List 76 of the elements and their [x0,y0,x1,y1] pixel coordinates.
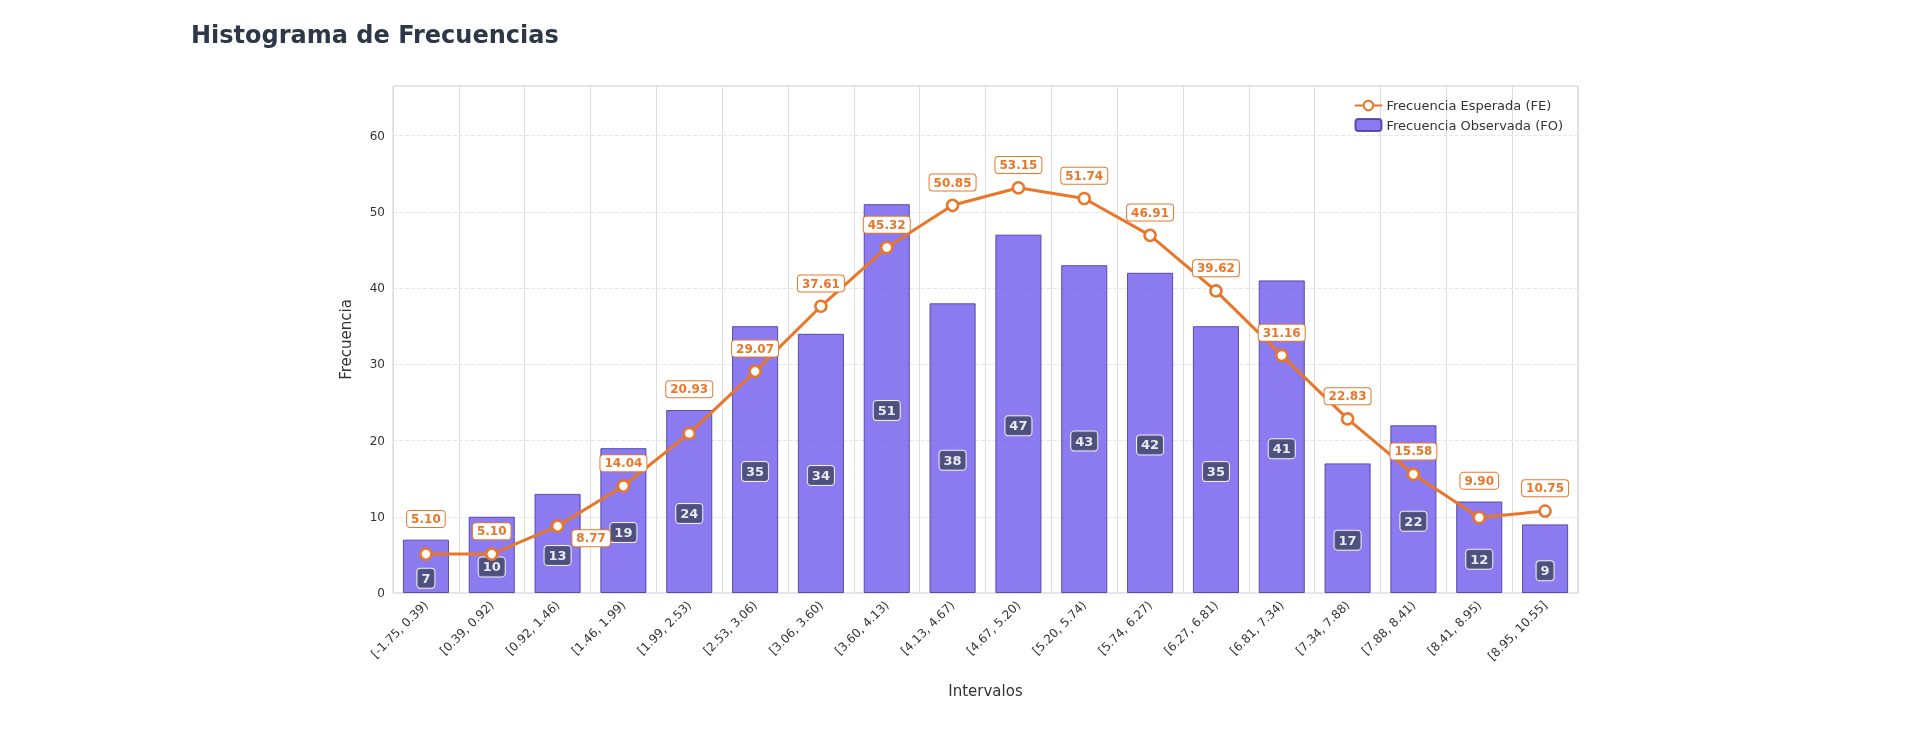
data-label: 51.74 [1065,168,1104,183]
data-label: 37.61 [801,276,840,291]
y-tick-label: 60 [369,128,385,143]
data-label: 42 [1141,437,1160,453]
data-label: 22 [1404,513,1423,529]
point [682,426,696,441]
point [1472,510,1486,525]
point [814,299,828,314]
y-tick-label: 10 [369,509,385,524]
bar [929,303,976,593]
data-label: 10 [482,559,501,575]
point [945,198,960,213]
data-label: 24 [680,506,699,522]
bar [1258,280,1305,593]
data-label: 47 [1009,418,1028,434]
data-label: 41 [1272,441,1291,457]
bar [1324,463,1371,593]
point [550,519,565,533]
data-label: 53.15 [999,158,1038,173]
data-label: 13 [548,547,567,563]
data-label: 8.77 [576,531,606,546]
data-label: 7 [421,570,431,586]
y-tick-label: 0 [377,586,385,600]
point [1275,348,1289,363]
data-label: 5.10 [411,511,441,526]
y-tick-label: 50 [369,204,385,219]
data-label: 10.75 [1526,481,1565,496]
y-tick-label: 40 [369,281,385,296]
point [616,479,631,493]
y-axis-title: Frecuencia [336,299,355,380]
data-label: 39.62 [1196,261,1235,276]
data-label: 38 [943,452,962,468]
data-label: 19 [614,525,633,541]
bar [863,204,910,593]
data-label: 5.10 [476,524,507,539]
data-label: 51 [877,403,896,419]
data-label: 12 [1470,551,1489,567]
data-label: 31.16 [1262,325,1301,340]
data-label: 14.04 [604,456,643,471]
bar [797,333,844,593]
data-label: 43 [1075,433,1094,449]
data-label: 9.90 [1464,473,1495,488]
bar [1127,272,1174,593]
data-label: 35 [746,464,765,480]
bar [995,234,1042,593]
data-label: 22.83 [1328,389,1367,404]
bar [1061,265,1108,593]
data-label: 29.07 [736,341,775,356]
point [485,547,499,561]
data-label: 35 [1206,464,1225,480]
bar [666,410,713,593]
chart-title: Histograma de Frecuencias [191,21,559,49]
data-label: 17 [1338,532,1357,548]
data-label: 15.58 [1394,444,1433,459]
point [880,240,894,255]
point [1077,191,1091,206]
point [1011,181,1026,195]
point [1538,504,1552,518]
point [419,547,433,561]
data-label: 20.93 [670,382,709,397]
x-axis-title: Intervalos [948,681,1023,700]
legend-label: Frecuencia Observada (FO) [1386,117,1564,133]
data-label: 34 [811,467,830,483]
data-label: 50.85 [933,175,972,190]
point [1340,412,1355,426]
y-tick-label: 30 [369,357,385,372]
point [1406,467,1421,481]
legend-label: Frecuencia Esperada (FE) [1386,98,1552,113]
point [1143,228,1157,243]
data-label: 45.32 [867,217,906,232]
data-label: 9 [1540,563,1550,579]
data-label: 46.91 [1131,205,1170,220]
point [748,364,762,379]
point [1209,284,1223,298]
y-tick-label: 20 [369,433,385,448]
bar [1192,326,1239,593]
